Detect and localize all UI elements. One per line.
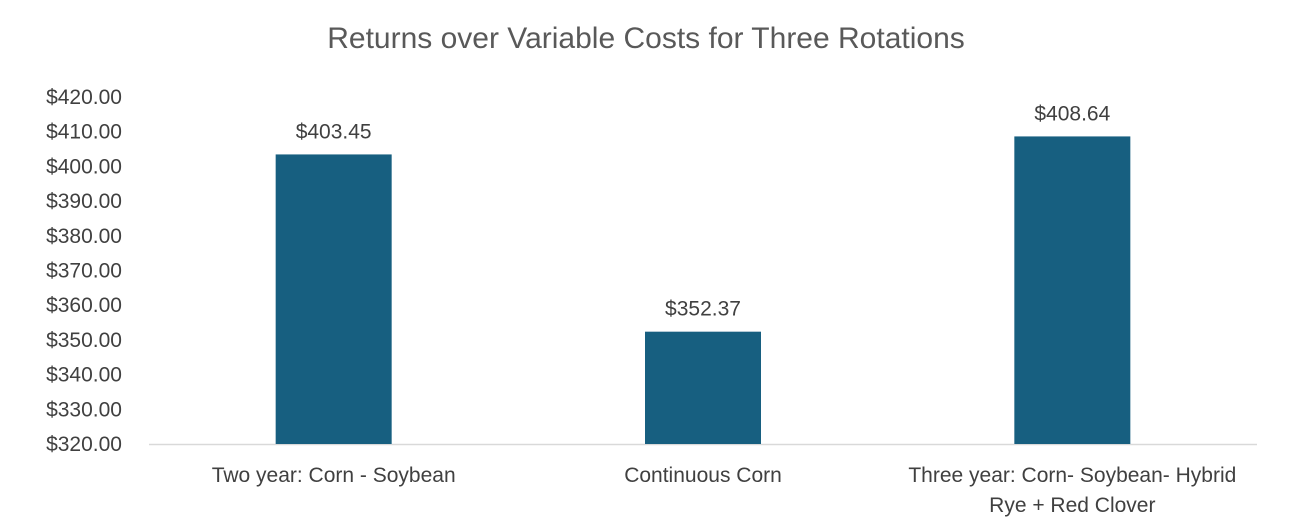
y-tick-label: $360.00 [46,294,122,317]
y-tick-label: $370.00 [46,260,122,283]
bar [645,331,761,444]
y-tick-label: $340.00 [46,364,122,387]
chart-title: Returns over Variable Costs for Three Ro… [327,22,965,55]
y-tick-label: $390.00 [46,190,122,213]
y-tick-label: $320.00 [46,433,122,456]
x-category-label: Two year: Corn - Soybean [212,464,456,487]
x-category-label: Rye + Red Clover [989,494,1155,517]
bar [1014,136,1131,445]
data-label: $408.64 [1034,102,1110,125]
x-category-label: Three year: Corn- Soybean- Hybrid [908,464,1236,487]
y-tick-label: $420.00 [46,86,122,109]
y-tick-label: $400.00 [46,155,122,178]
data-label: $352.37 [665,298,741,321]
x-category-label: Continuous Corn [624,464,782,487]
y-tick-label: $410.00 [46,121,122,144]
y-tick-label: $350.00 [46,329,122,352]
data-label: $403.45 [296,120,372,143]
y-tick-label: $380.00 [46,225,122,248]
bar [275,154,392,444]
y-tick-label: $330.00 [46,398,122,421]
